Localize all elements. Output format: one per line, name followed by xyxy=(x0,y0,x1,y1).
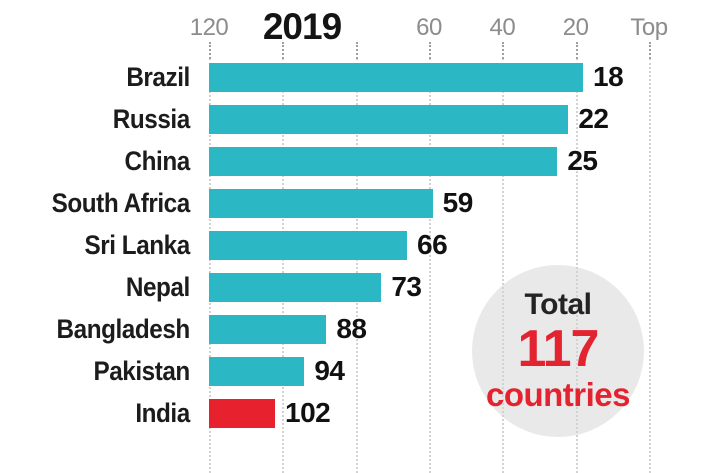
gridline xyxy=(355,58,358,473)
axis-tick-label: 40 xyxy=(489,14,516,41)
value-label: 88 xyxy=(336,313,367,344)
bar xyxy=(209,356,305,386)
tick-mark xyxy=(209,42,211,59)
badge-total-number: 117 xyxy=(517,320,600,379)
axis-tick-label: 120 xyxy=(189,14,229,41)
total-countries-badge: Total 117 countries xyxy=(472,265,644,437)
value-label: 25 xyxy=(567,145,598,176)
badge-countries-label: countries xyxy=(485,376,631,414)
chart-title: 2019 xyxy=(262,6,342,47)
value-label: 66 xyxy=(417,229,448,260)
gridline xyxy=(575,58,578,473)
bar-row: Russia 22 xyxy=(0,98,720,140)
axis-tick-label: 60 xyxy=(416,14,442,41)
bar xyxy=(209,62,583,92)
bar-row: China 25 xyxy=(0,140,720,182)
badge-total-label: Total xyxy=(524,288,592,322)
bar-row: Brazil 18 xyxy=(0,56,720,98)
category-label: South Africa xyxy=(51,187,191,218)
category-label: Nepal xyxy=(125,271,190,302)
gridlines xyxy=(209,42,651,473)
value-label: 73 xyxy=(391,271,422,302)
axis-tick-label: 20 xyxy=(562,14,589,41)
axis-tick-label: Top xyxy=(630,14,668,41)
tick-mark xyxy=(429,42,431,59)
bar xyxy=(209,146,558,176)
bar-row: Bangladesh 88 xyxy=(0,308,720,350)
gridline xyxy=(282,58,285,473)
bar-row: Pakistan 94 xyxy=(0,350,720,392)
gridline xyxy=(429,58,431,473)
value-label: 22 xyxy=(578,103,609,134)
value-label: 59 xyxy=(442,187,474,218)
gridline xyxy=(502,58,505,473)
gridline xyxy=(649,58,651,473)
category-label: Russia xyxy=(112,103,190,134)
bar xyxy=(209,104,569,134)
value-axis: 120 60 40 20 Top xyxy=(190,14,668,44)
bar-rows: Brazil 18 Russia 22 China 25 South Africa 59 Sri… xyxy=(0,56,720,434)
category-label: Bangladesh xyxy=(56,313,191,344)
bar xyxy=(209,230,407,260)
tick-mark xyxy=(649,42,651,59)
category-label: Sri Lanka xyxy=(84,229,190,260)
category-label: Pakistan xyxy=(93,355,190,386)
bar-row: Sri Lanka 66 xyxy=(0,224,720,266)
category-label: Brazil xyxy=(126,61,190,92)
category-label: China xyxy=(124,145,191,176)
bar-row: India 102 xyxy=(0,392,720,434)
bar xyxy=(209,188,433,218)
bar xyxy=(209,314,327,344)
tick-mark xyxy=(575,42,578,59)
bar-row: South Africa 59 xyxy=(0,182,720,224)
category-label: India xyxy=(135,397,190,428)
tick-mark xyxy=(282,42,285,59)
value-label: 18 xyxy=(593,61,624,92)
gridline xyxy=(209,58,211,473)
bar-highlighted xyxy=(209,398,275,428)
total-countries-circle xyxy=(472,265,644,437)
value-label: 94 xyxy=(314,355,345,386)
tick-mark xyxy=(355,42,358,59)
bar xyxy=(209,272,382,302)
tick-mark xyxy=(502,42,505,59)
value-label: 102 xyxy=(285,397,331,428)
bar-row: Nepal 73 xyxy=(0,266,720,308)
